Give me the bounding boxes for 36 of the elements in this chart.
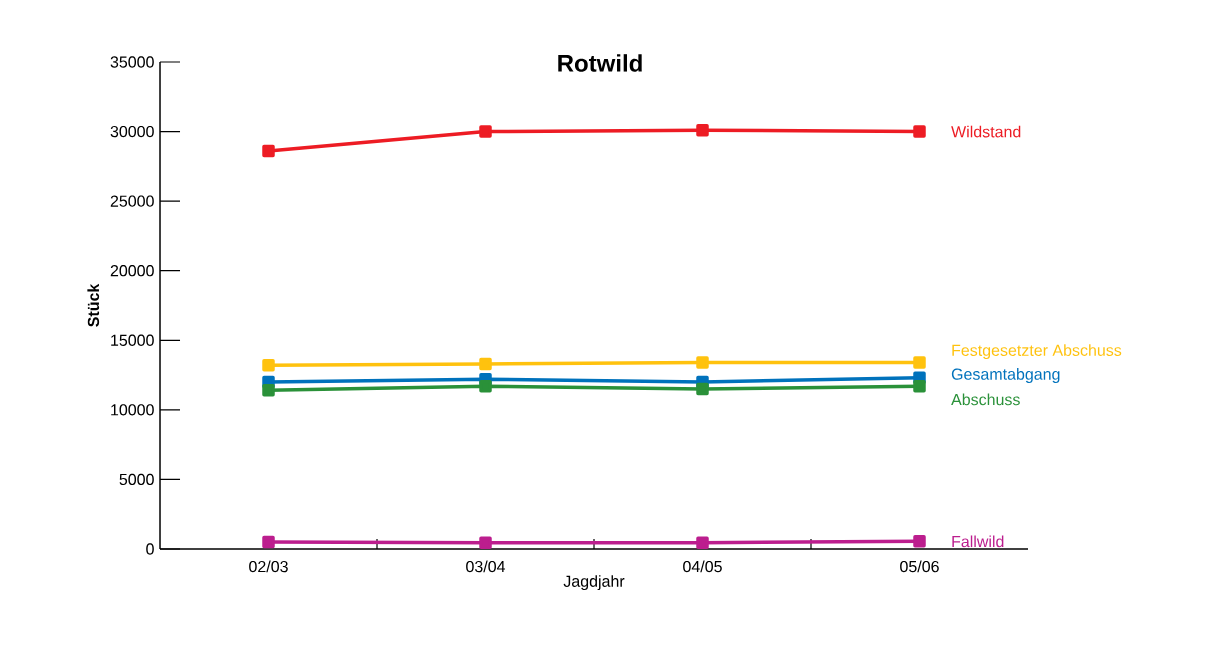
- point: [913, 356, 926, 369]
- series-label: Gesamtabgang: [951, 368, 1060, 383]
- point: [262, 384, 275, 397]
- point: [262, 359, 275, 372]
- point: [479, 536, 492, 549]
- x-tick-label: 04/05: [683, 560, 722, 573]
- x-tick-label: 05/06: [900, 560, 939, 573]
- point: [479, 125, 492, 138]
- point: [696, 382, 709, 396]
- point: [262, 535, 275, 549]
- series-label: Abschuss: [951, 393, 1020, 406]
- y-tick-label: 25000: [110, 195, 154, 207]
- point: [913, 535, 926, 548]
- series-label: Festgesetzter Abschuss: [952, 344, 1122, 360]
- point: [696, 123, 709, 137]
- y-tick-label: 0: [146, 543, 154, 555]
- point: [913, 379, 926, 393]
- y-axis-title: Stück: [87, 283, 100, 327]
- point: [479, 357, 492, 371]
- x-tick-label: 03/04: [466, 560, 506, 573]
- series-label: Fallwild: [952, 535, 1004, 548]
- point: [479, 379, 492, 393]
- chart-title: Rotwild: [558, 54, 642, 72]
- y-tick-label: 20000: [110, 265, 154, 277]
- point: [696, 536, 709, 549]
- y-tick-label: 30000: [110, 125, 154, 138]
- y-tick-label: 15000: [111, 334, 154, 346]
- point: [696, 356, 709, 369]
- point: [262, 144, 275, 158]
- y-tick-label: 10000: [111, 404, 154, 416]
- series-label: Wildstand: [951, 125, 1021, 138]
- y-tick-label: 5000: [119, 473, 154, 486]
- x-axis-title: Jagdjahr: [563, 575, 625, 591]
- x-tick-label: 02/03: [249, 560, 288, 573]
- point: [913, 125, 926, 138]
- y-tick-label: 35000: [110, 56, 154, 68]
